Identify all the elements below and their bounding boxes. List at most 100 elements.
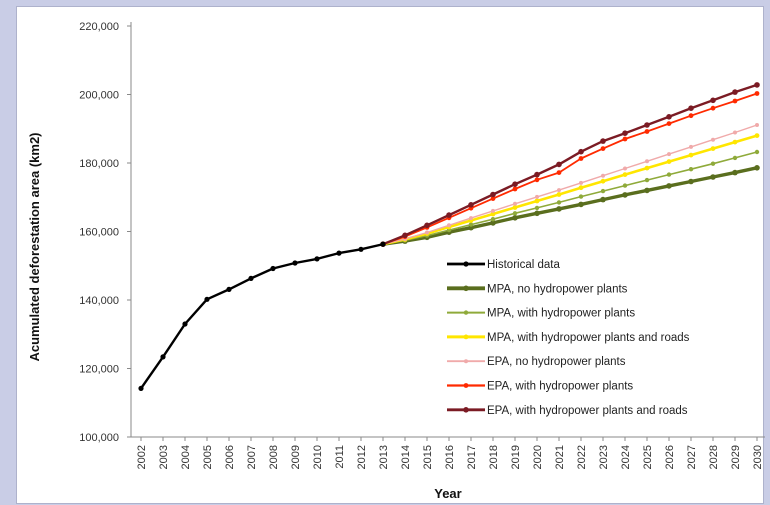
data-point (754, 91, 760, 96)
x-tick-label: 2007 (246, 445, 258, 469)
data-point (710, 146, 716, 152)
x-tick-label: 2009 (290, 445, 302, 469)
data-point (666, 183, 672, 189)
data-point (688, 167, 694, 172)
chart-frame: 100,000 120,000 140,000 160,000 180,000 200,0… (16, 6, 765, 504)
data-point (490, 217, 496, 222)
y-tick-label: 180,000 (79, 158, 119, 170)
data-point (666, 172, 672, 177)
x-tick-label: 2029 (730, 445, 742, 469)
data-point (754, 82, 760, 88)
y-axis-title: Acumulated deforestation area (km2) (27, 132, 42, 361)
data-point (535, 194, 539, 199)
x-tick-label: 2019 (510, 445, 522, 469)
data-point (600, 146, 606, 152)
data-point (710, 97, 716, 104)
data-point (557, 188, 561, 193)
data-point (688, 113, 694, 119)
data-point (292, 260, 298, 266)
data-point (711, 137, 715, 142)
y-tick-label: 220,000 (79, 21, 119, 33)
data-point (644, 187, 650, 194)
data-point (732, 139, 738, 145)
x-tick-label: 2006 (224, 445, 236, 469)
data-point (469, 216, 473, 221)
x-tick-label: 2014 (400, 445, 412, 469)
data-point (600, 138, 606, 144)
data-point (600, 178, 606, 184)
data-point (204, 296, 210, 302)
data-point (534, 198, 540, 204)
legend-label: MPA, with hydropower plants and roads (487, 332, 690, 344)
data-point (182, 321, 188, 327)
data-point (579, 180, 583, 185)
legend-marker (463, 383, 469, 388)
series-line (382, 134, 758, 246)
legend-label: EPA, no hydropower plants (487, 356, 626, 368)
data-point (667, 152, 671, 157)
legend-marker (464, 359, 468, 364)
data-point (644, 129, 650, 134)
series-line (382, 151, 758, 245)
legend-marker (463, 261, 469, 267)
data-point (424, 222, 430, 229)
data-point (666, 121, 672, 126)
data-point (336, 250, 342, 256)
data-point (556, 206, 562, 212)
data-point (666, 114, 672, 120)
data-point (733, 130, 737, 135)
data-point (491, 208, 495, 213)
x-tick-label: 2008 (268, 445, 280, 469)
data-point (270, 265, 276, 272)
legend-label: MPA, no hydropower plants (487, 283, 628, 295)
data-point (600, 188, 606, 194)
data-point (490, 196, 496, 202)
data-point (578, 201, 584, 208)
data-point (512, 211, 518, 216)
data-point (314, 256, 320, 262)
data-point (644, 165, 650, 171)
x-tick-label: 2023 (598, 445, 610, 469)
x-axis-title: Year (434, 486, 461, 501)
x-tick-label: 2022 (576, 445, 588, 469)
data-point (402, 232, 408, 239)
data-point (556, 192, 562, 197)
data-point (556, 170, 562, 176)
data-point (688, 105, 694, 111)
data-point (226, 286, 232, 292)
data-point (578, 148, 584, 155)
legend-marker (463, 407, 469, 413)
y-tick-label: 160,000 (79, 227, 119, 239)
data-point (644, 122, 650, 128)
data-point (754, 133, 760, 138)
data-point (710, 174, 716, 180)
data-point (710, 161, 716, 166)
data-point (600, 196, 606, 203)
series-line (382, 124, 758, 245)
y-tick-labels: 100,000 120,000 140,000 160,000 180,000 200,0… (79, 21, 131, 444)
data-point (160, 354, 166, 360)
x-tick-labels: 2002 2003 2004 2005 2006 2007 2008 2009 2010 2011… (136, 437, 764, 469)
axes (130, 22, 765, 438)
series-line (382, 166, 758, 246)
x-tick-label: 2028 (708, 445, 720, 469)
data-point (534, 171, 540, 178)
x-tick-label: 2018 (488, 445, 500, 469)
data-point (622, 130, 628, 136)
data-point (754, 149, 760, 155)
series-lines (138, 82, 760, 391)
data-point (622, 172, 628, 178)
legend-marker (463, 334, 469, 340)
data-point (358, 246, 364, 252)
data-point (512, 186, 518, 192)
x-tick-label: 2013 (378, 445, 390, 469)
data-point (556, 200, 562, 205)
data-point (732, 169, 738, 176)
data-point (688, 152, 694, 158)
x-tick-label: 2012 (356, 445, 368, 469)
data-point (534, 205, 540, 211)
data-point (468, 224, 474, 231)
data-point (710, 105, 716, 111)
data-point (512, 215, 518, 221)
data-point (534, 177, 540, 183)
